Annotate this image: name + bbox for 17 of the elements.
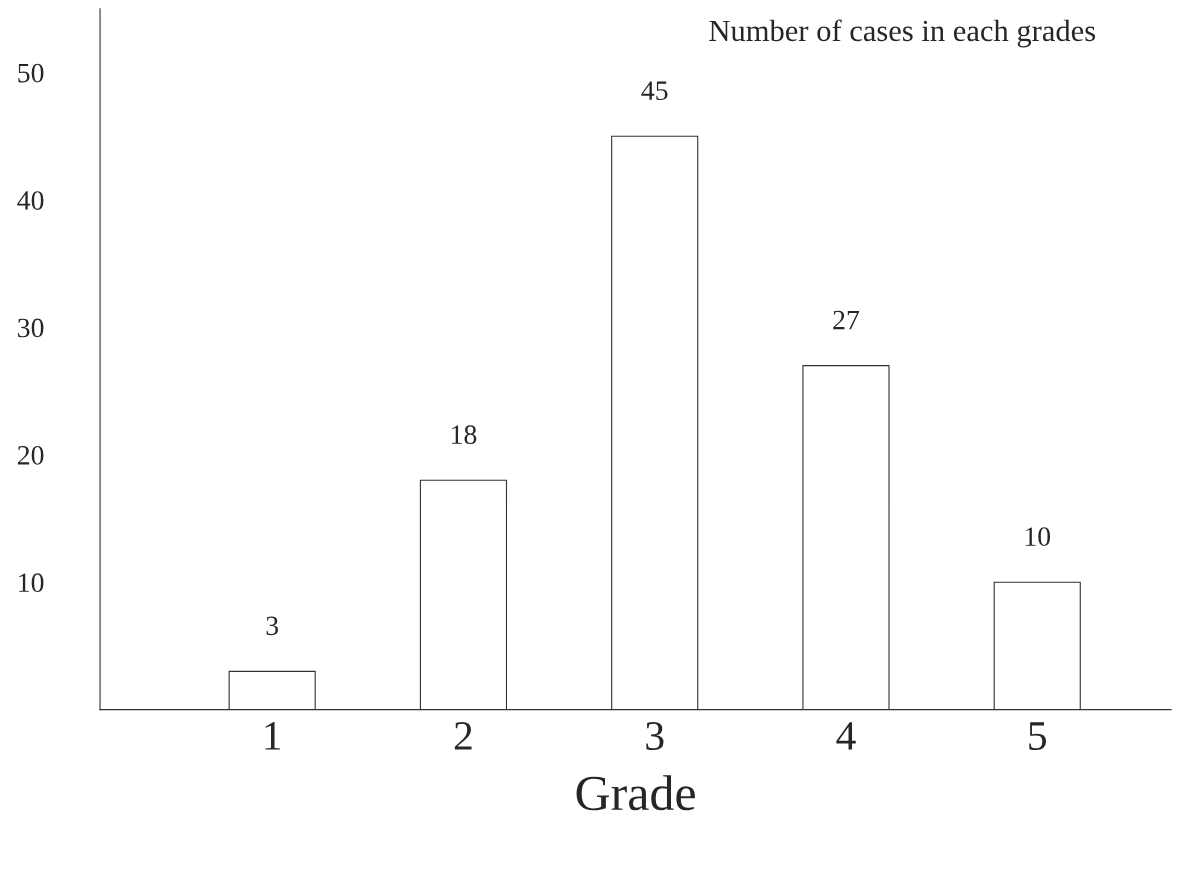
y-tick-label: 40	[17, 191, 44, 210]
x-tick-label: 1	[265, 722, 281, 750]
data-label: 10	[1025, 527, 1051, 546]
y-tick-label: 20	[17, 445, 44, 465]
x-tick-label: 2	[454, 722, 472, 750]
x-tick-label: 5	[1029, 722, 1047, 751]
chart-title: Number of cases in each grades	[709, 19, 1096, 48]
y-tick-label: 50	[18, 63, 44, 83]
x-tick-label: 4	[836, 722, 856, 750]
data-label: 45	[641, 81, 668, 101]
data-label: 27	[833, 310, 860, 330]
data-label: 18	[452, 425, 477, 445]
x-tick-label: 3	[646, 722, 664, 751]
y-tick-label: 30	[18, 318, 44, 338]
y-tick-label: 10	[19, 573, 44, 593]
x-axis-title: Grade	[576, 775, 695, 811]
data-label: 3	[266, 616, 279, 636]
